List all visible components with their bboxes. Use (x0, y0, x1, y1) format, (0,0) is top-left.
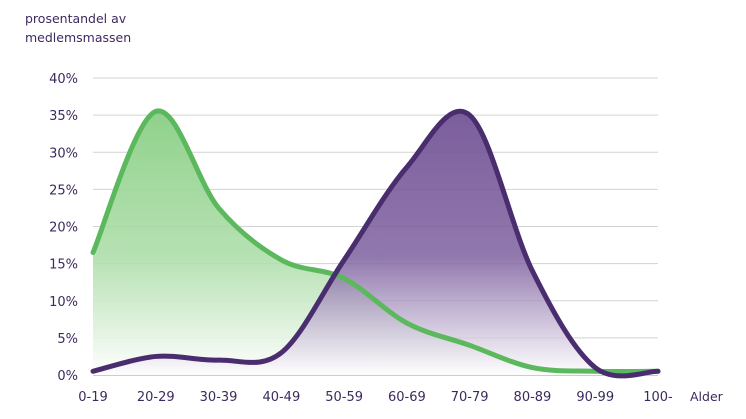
y-tick-label-3: 15% (49, 258, 78, 273)
y-tick-labels: 0% 5% 10% 15% 20% 25% 30% 35% 40% (49, 72, 78, 384)
series-lines (90, 108, 661, 379)
y-tick-label-5: 25% (49, 183, 78, 198)
y-tick-label-1: 5% (57, 332, 78, 347)
y-tick-label-2: 10% (49, 295, 78, 310)
series-areas (93, 110, 658, 376)
y-tick-label-6: 30% (49, 146, 78, 161)
x-tick-label-7: 80-89 (514, 390, 552, 405)
y-tick-label-7: 35% (49, 109, 78, 124)
x-axis-title: Alder (690, 389, 724, 404)
y-tick-label-8: 40% (49, 72, 78, 87)
x-tick-labels: 0-19 20-29 30-39 40-49 50-59 60-69 70-79 80-89 9… (78, 390, 673, 405)
x-tick-label-2: 30-39 (200, 390, 238, 405)
x-tick-label-5: 60-69 (388, 390, 426, 405)
series-line-1 (90, 108, 661, 379)
series-area-0 (93, 110, 658, 375)
x-tick-label-8: 90-99 (576, 390, 614, 405)
series-line-0 (90, 108, 661, 375)
x-tick-label-1: 20-29 (137, 390, 175, 405)
x-tick-label-9: 100- (643, 390, 673, 405)
x-tick-label-4: 50-59 (325, 390, 363, 405)
y-tick-label-0: 0% (57, 369, 78, 384)
x-tick-label-6: 70-79 (451, 390, 489, 405)
series-area-1 (93, 111, 658, 376)
y-axis-title-line-2: medlemsmassen (25, 30, 131, 45)
x-tick-label-0: 0-19 (78, 390, 108, 405)
x-tick-label-3: 40-49 (262, 390, 300, 405)
y-axis-title-line-1: prosentandel av (25, 11, 127, 26)
y-tick-label-4: 20% (49, 221, 78, 236)
